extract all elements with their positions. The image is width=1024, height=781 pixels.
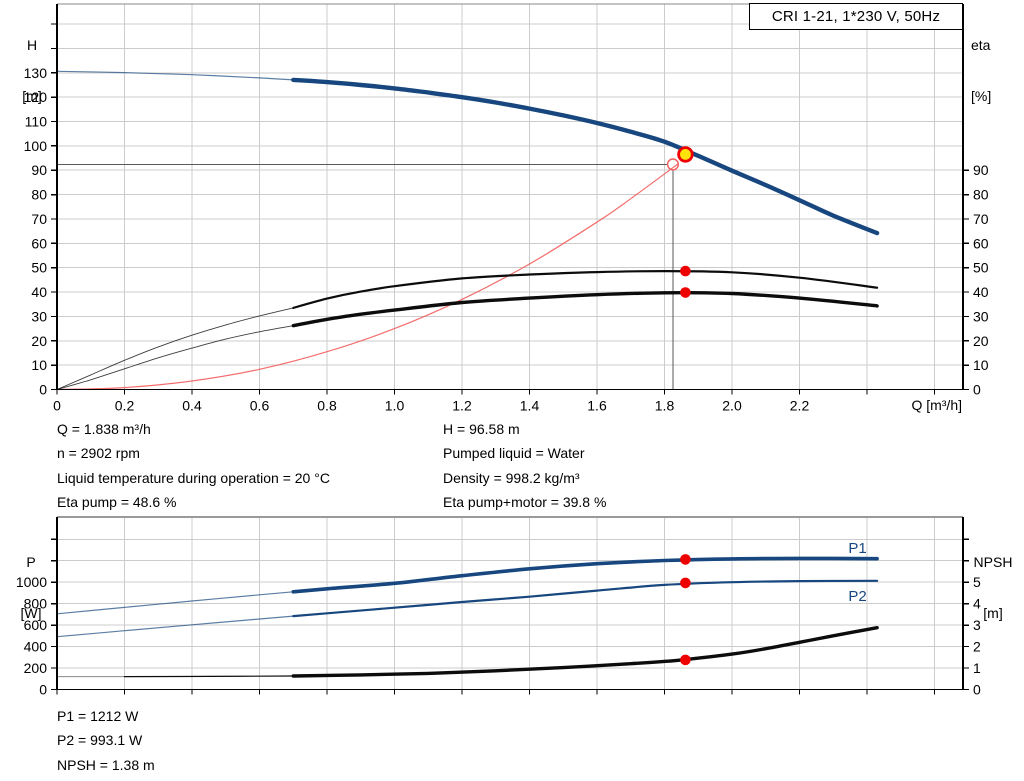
svg-text:0.4: 0.4 xyxy=(182,398,202,414)
svg-text:2: 2 xyxy=(973,639,981,655)
svg-text:60: 60 xyxy=(973,235,989,251)
svg-text:1.4: 1.4 xyxy=(520,398,540,414)
detail-liquid-temperature: Liquid temperature during operation = 20… xyxy=(57,469,330,486)
detail-eta-pump: Eta pump = 48.6 % xyxy=(57,494,177,511)
detail-speed: n = 2902 rpm xyxy=(57,445,140,462)
detail-eta-pump-motor: Eta pump+motor = 39.8 % xyxy=(443,494,607,511)
svg-text:0: 0 xyxy=(973,382,981,398)
svg-text:30: 30 xyxy=(31,308,47,324)
svg-text:1.8: 1.8 xyxy=(655,398,675,414)
svg-text:0: 0 xyxy=(39,682,47,698)
svg-text:0: 0 xyxy=(53,398,61,414)
svg-text:90: 90 xyxy=(973,162,989,178)
svg-text:0: 0 xyxy=(973,682,981,698)
eta-axis-symbol: eta xyxy=(971,37,991,53)
svg-text:100: 100 xyxy=(24,138,48,154)
svg-text:20: 20 xyxy=(31,333,47,349)
svg-text:1.0: 1.0 xyxy=(385,398,405,414)
npsh-axis-symbol: NPSH xyxy=(973,554,1013,570)
svg-text:P1: P1 xyxy=(848,540,866,557)
duty-details-right: H = 96.58 m Pumped liquid = Water Densit… xyxy=(443,417,606,515)
svg-text:2.2: 2.2 xyxy=(790,398,810,414)
svg-text:1.2: 1.2 xyxy=(452,398,472,414)
detail-npsh: NPSH = 1.38 m xyxy=(57,756,155,773)
svg-text:20: 20 xyxy=(973,333,989,349)
detail-flow: Q = 1.838 m³/h xyxy=(57,421,151,437)
svg-text:600: 600 xyxy=(24,617,48,633)
detail-density: Density = 998.2 kg/m³ xyxy=(443,469,580,486)
svg-text:80: 80 xyxy=(31,187,47,203)
detail-head: H = 96.58 m xyxy=(443,421,520,437)
npsh-axis-unit: [m] xyxy=(983,605,1003,621)
svg-text:4: 4 xyxy=(973,596,981,612)
detail-p1: P1 = 1212 W xyxy=(57,708,139,724)
power-details: P1 = 1212 W P2 = 993.1 W NPSH = 1.38 m xyxy=(57,704,155,777)
svg-text:0.8: 0.8 xyxy=(317,398,337,414)
npsh-axis-unit-label: NPSH [m] xyxy=(963,520,1023,656)
power-axis-symbol: P xyxy=(26,554,36,570)
svg-text:0.6: 0.6 xyxy=(250,398,270,414)
svg-text:0: 0 xyxy=(39,382,47,398)
duty-details-left: Q = 1.838 m³/h n = 2902 rpm Liquid tempe… xyxy=(57,417,330,515)
eta-axis-unit-label: eta [%] xyxy=(971,3,1023,139)
svg-text:1: 1 xyxy=(973,660,981,676)
svg-text:400: 400 xyxy=(24,639,48,655)
svg-text:70: 70 xyxy=(31,211,47,227)
svg-text:200: 200 xyxy=(24,660,48,676)
head-axis-unit-label: H [m] xyxy=(9,3,55,139)
svg-text:0.2: 0.2 xyxy=(115,398,135,414)
flow-axis-label: Q [m³/h] xyxy=(911,397,962,413)
svg-text:40: 40 xyxy=(31,284,47,300)
power-axis-unit-label: P [W] xyxy=(8,520,54,656)
eta-axis-unit: [%] xyxy=(971,88,992,104)
svg-text:40: 40 xyxy=(973,284,989,300)
head-axis-unit: [m] xyxy=(22,88,42,104)
svg-text:800: 800 xyxy=(24,596,48,612)
svg-text:10: 10 xyxy=(31,357,47,373)
svg-text:80: 80 xyxy=(973,187,989,203)
svg-text:60: 60 xyxy=(31,235,47,251)
svg-text:70: 70 xyxy=(973,211,989,227)
svg-text:P2: P2 xyxy=(848,588,866,605)
svg-text:50: 50 xyxy=(31,260,47,276)
svg-text:10: 10 xyxy=(973,357,989,373)
svg-text:3: 3 xyxy=(973,617,981,633)
head-axis-symbol: H xyxy=(26,37,38,53)
svg-text:1000: 1000 xyxy=(16,574,47,590)
svg-text:30: 30 xyxy=(973,308,989,324)
detail-pumped-liquid: Pumped liquid = Water xyxy=(443,445,585,462)
svg-text:110: 110 xyxy=(25,114,48,130)
svg-text:90: 90 xyxy=(31,162,47,178)
power-axis-unit: [W] xyxy=(20,605,42,621)
svg-text:50: 50 xyxy=(973,260,989,276)
svg-text:2.0: 2.0 xyxy=(722,398,742,414)
pump-title-box: CRI 1-21, 1*230 V, 50Hz xyxy=(749,3,963,30)
svg-text:5: 5 xyxy=(973,574,981,590)
detail-p2: P2 = 993.1 W xyxy=(57,732,143,749)
svg-text:1.6: 1.6 xyxy=(587,398,607,414)
svg-text:120: 120 xyxy=(24,89,48,105)
svg-text:130: 130 xyxy=(24,65,48,81)
